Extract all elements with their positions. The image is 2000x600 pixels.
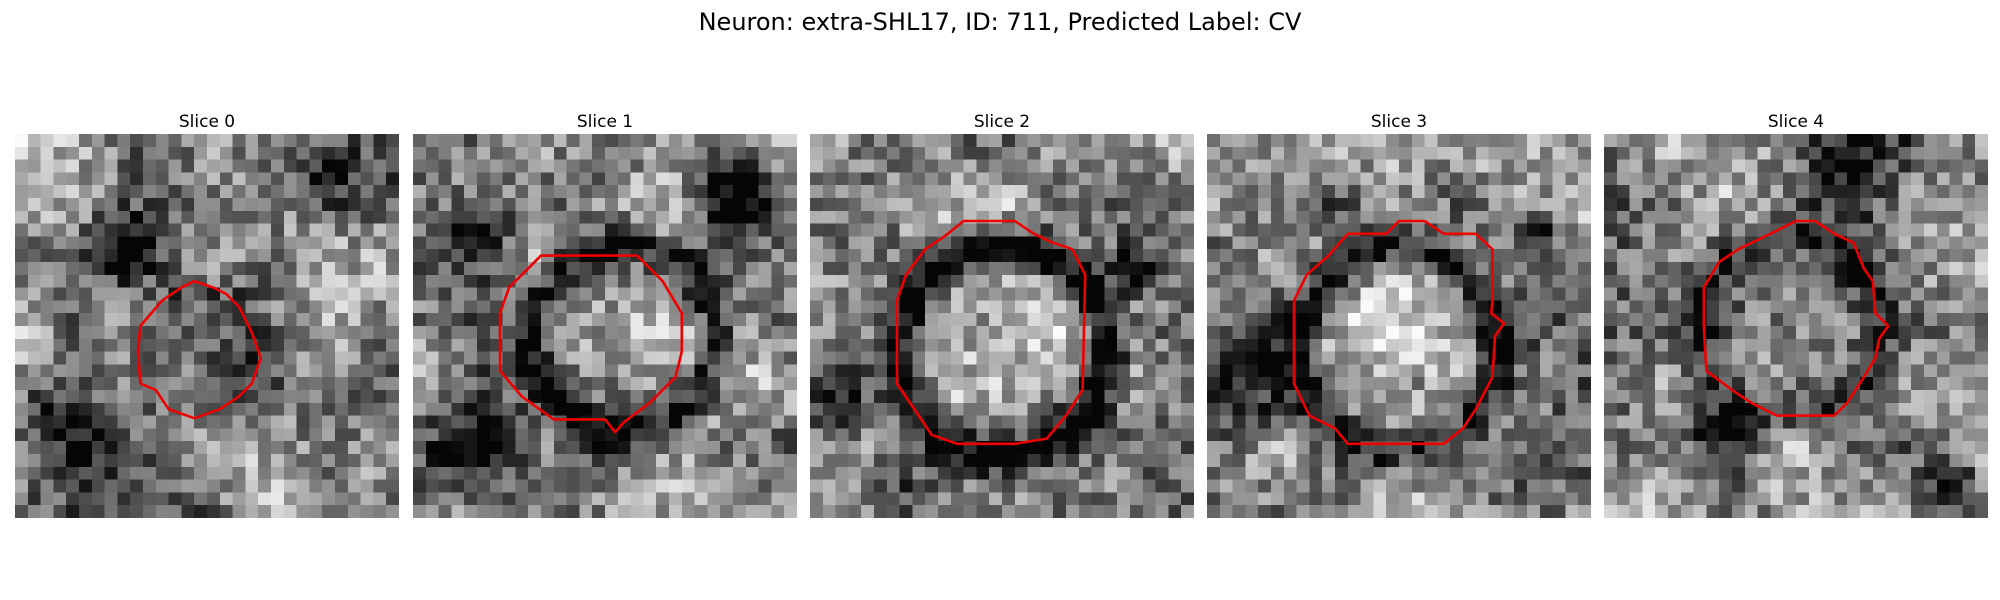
pixel-grid — [1207, 134, 1591, 518]
slice-image-2 — [810, 134, 1194, 518]
segmentation-contour — [895, 219, 1087, 446]
slice-title-0: Slice 0 — [178, 112, 236, 132]
microscopy-slice-svg — [15, 134, 399, 518]
segmentation-contour — [1292, 219, 1506, 446]
figure-title: Neuron: extra-SHL17, ID: 711, Predicted … — [698, 8, 1302, 36]
slice-panel-2: Slice 2 — [810, 112, 1194, 518]
slice-title-4: Slice 4 — [1767, 112, 1825, 132]
slice-image-0 — [15, 134, 399, 518]
segmentation-contour — [1702, 219, 1890, 417]
segmentation-contour — [136, 279, 263, 420]
slice-title-1: Slice 1 — [576, 112, 634, 132]
pixel-grid — [810, 134, 1194, 518]
microscopy-slice-svg — [810, 134, 1194, 518]
microscopy-slice-svg — [413, 134, 797, 518]
slice-panel-4: Slice 4 — [1604, 112, 1988, 518]
slice-image-1 — [413, 134, 797, 518]
slice-image-4 — [1604, 134, 1988, 518]
slice-image-3 — [1207, 134, 1591, 518]
slice-panel-0: Slice 0 — [15, 112, 399, 518]
pixel-grid — [15, 134, 399, 518]
pixel-grid — [1604, 134, 1988, 518]
pixel-grid — [413, 134, 797, 518]
slice-title-2: Slice 2 — [973, 112, 1031, 132]
slice-panel-1: Slice 1 — [413, 112, 797, 518]
microscopy-slice-svg — [1604, 134, 1988, 518]
slice-panel-3: Slice 3 — [1207, 112, 1591, 518]
microscopy-slice-svg — [1207, 134, 1591, 518]
segmentation-contour — [498, 254, 684, 434]
slice-title-3: Slice 3 — [1370, 112, 1428, 132]
